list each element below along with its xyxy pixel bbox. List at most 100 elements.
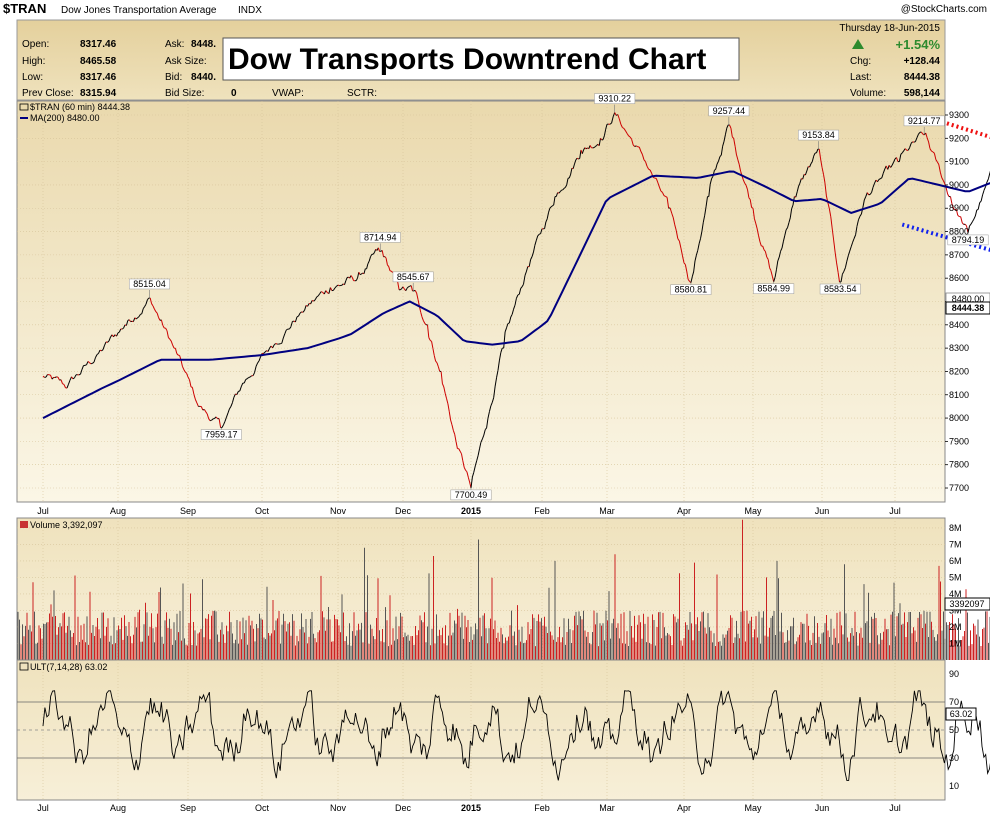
price-segment	[405, 287, 408, 291]
price-segment	[974, 209, 978, 217]
price-segment	[507, 322, 510, 325]
high-value: 8465.58	[80, 56, 117, 67]
price-segment	[622, 127, 625, 129]
price-segment	[720, 146, 724, 156]
price-segment	[462, 460, 465, 468]
price-segment	[87, 361, 90, 364]
volume-label: Volume:	[850, 88, 886, 99]
price-segment	[196, 402, 199, 407]
price-segment	[677, 238, 680, 242]
annotation-box	[129, 278, 170, 290]
price-segment	[416, 292, 419, 300]
price-segment	[967, 225, 970, 234]
price-segment	[390, 270, 393, 273]
price-segment	[858, 216, 861, 220]
annotation-box	[708, 105, 750, 117]
ult-xtick-label: Aug	[110, 803, 126, 813]
price-segment	[891, 162, 894, 166]
price-segment	[755, 223, 758, 229]
price-segment	[605, 124, 608, 130]
price-segment	[579, 149, 582, 159]
price-segment	[90, 362, 93, 365]
price-segment	[776, 260, 779, 270]
price-segment	[288, 326, 292, 330]
annotation-label: 8714.94	[364, 232, 397, 242]
price-segment	[377, 247, 381, 252]
price-segment	[524, 271, 527, 276]
ult-y-axis: 10 30 50 70 90	[949, 669, 959, 791]
price-segment	[983, 186, 986, 191]
price-segment	[804, 170, 808, 176]
price-segment	[856, 219, 859, 227]
price-segment	[669, 207, 673, 214]
price-segment	[700, 231, 703, 239]
price-segment	[59, 379, 62, 381]
price-xtick-label: Sep	[180, 506, 196, 516]
change-percent: +1.54%	[896, 37, 941, 52]
price-segment	[95, 354, 98, 358]
price-segment	[645, 161, 648, 167]
price-segment	[767, 259, 771, 268]
annotation-box	[903, 115, 945, 127]
price-segment	[68, 380, 71, 385]
price-segment	[267, 347, 271, 352]
price-segment	[176, 353, 179, 356]
price-segment	[570, 168, 573, 175]
price-legend: $TRAN (60 min) 8444.38 MA(200) 8480.00	[19, 102, 130, 123]
price-segment	[506, 323, 509, 329]
volume-value: 598,144	[904, 88, 941, 99]
quote-block: Open: 8317.46 High: 8465.58 Low: 8317.46…	[22, 39, 377, 99]
price-segment	[337, 284, 340, 287]
price-segment	[169, 338, 172, 342]
ult-xtick-label: Sep	[180, 803, 196, 813]
price-segment	[824, 182, 827, 196]
price-segment	[663, 195, 666, 197]
price-segment	[701, 222, 704, 232]
price-segment	[245, 378, 248, 381]
price-segment	[81, 365, 84, 370]
price-segment	[484, 427, 487, 431]
annotation-label: 8580.81	[675, 285, 708, 295]
price-segment	[552, 204, 555, 207]
price-segment	[559, 189, 562, 193]
price-segment	[215, 416, 218, 420]
price-segment	[280, 342, 282, 345]
price-ytick-label: 9200	[949, 133, 969, 143]
price-segment	[693, 260, 696, 272]
price-segment	[388, 266, 391, 271]
price-segment	[370, 254, 373, 258]
price-segment	[827, 202, 830, 209]
price-segment	[424, 323, 427, 326]
price-segment	[567, 177, 570, 179]
price-segment	[878, 178, 881, 180]
price-segment	[687, 279, 690, 282]
price-segment	[643, 159, 646, 162]
exchange-label: INDX	[238, 5, 262, 16]
price-segment	[329, 287, 333, 291]
price-segment	[316, 295, 319, 298]
volume-bars	[17, 519, 990, 660]
price-ytick-label: 9300	[949, 110, 969, 120]
price-segment	[898, 154, 902, 162]
price-segment	[614, 112, 617, 116]
price-segment	[572, 163, 575, 169]
price-segment	[618, 118, 622, 125]
price-segment	[351, 277, 355, 281]
price-segment	[323, 290, 327, 295]
price-segment	[872, 182, 876, 188]
price-segment	[429, 339, 432, 342]
price-segment	[914, 137, 918, 142]
price-segment	[227, 408, 230, 414]
price-segment	[284, 329, 287, 334]
price-segment	[546, 212, 549, 220]
price-segment	[117, 331, 120, 334]
price-segment	[51, 377, 54, 380]
price-segment	[652, 176, 655, 179]
price-segment	[863, 196, 867, 201]
price-segment	[452, 430, 456, 435]
price-xtick-label: Nov	[330, 506, 347, 516]
price-segment	[865, 192, 868, 197]
ult-line	[42, 690, 990, 781]
price-segment	[789, 208, 793, 218]
price-segment	[184, 371, 187, 374]
